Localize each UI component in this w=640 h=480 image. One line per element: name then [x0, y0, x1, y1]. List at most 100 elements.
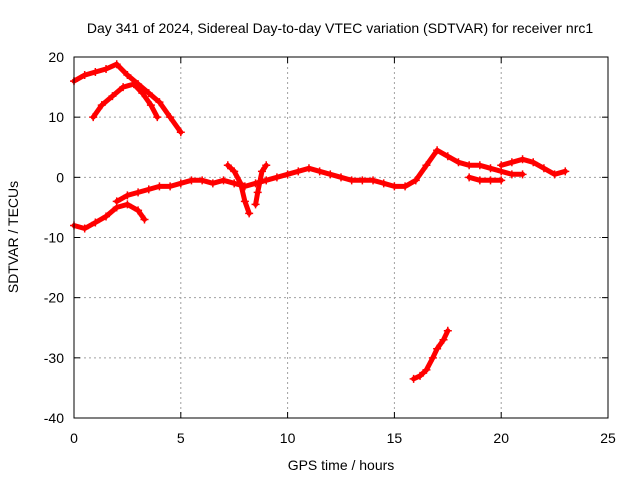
- series-arc-e: [251, 161, 271, 209]
- data-point-marker: [518, 170, 527, 179]
- series-arc-g: [497, 155, 570, 179]
- data-point-marker: [497, 161, 506, 170]
- data-point-marker: [337, 173, 345, 182]
- data-point-marker: [561, 167, 570, 176]
- data-point-marker: [97, 101, 106, 110]
- data-point-marker: [80, 224, 89, 233]
- y-axis-label: SDTVAR / TECUs: [5, 181, 21, 293]
- series-line: [114, 147, 526, 204]
- data-point-marker: [155, 98, 164, 107]
- y-tick-label: -30: [44, 350, 64, 366]
- x-tick-label: 20: [493, 430, 509, 446]
- data-point-marker: [369, 176, 378, 185]
- data-point-marker: [187, 176, 196, 185]
- data-point-marker: [230, 167, 239, 176]
- data-point-marker: [102, 212, 111, 221]
- data-point-marker: [326, 170, 335, 179]
- data-point-marker: [422, 365, 431, 374]
- data-point-marker: [91, 218, 100, 227]
- data-point-marker: [119, 83, 128, 92]
- data-point-marker: [219, 176, 228, 185]
- data-point-marker: [390, 182, 399, 191]
- series-arc-d: [223, 161, 254, 218]
- data-point-marker: [422, 161, 431, 170]
- x-tick-label: 5: [177, 430, 185, 446]
- data-point-marker: [102, 65, 111, 74]
- series-arc-h: [409, 326, 452, 383]
- data-point-marker: [294, 167, 303, 176]
- x-tick-label: 25: [600, 430, 616, 446]
- data-point-marker: [89, 113, 98, 122]
- axis-ticks: 0 5 10 15 20 25 -40 -30 -20 -10 0 10 20: [44, 49, 616, 446]
- data-point-marker: [539, 164, 548, 173]
- data-point-marker: [240, 197, 249, 206]
- series-arc-c: [70, 200, 149, 233]
- data-point-marker: [134, 206, 143, 215]
- data-point-marker: [428, 353, 437, 362]
- data-point-marker: [176, 128, 185, 137]
- y-tick-label: 10: [48, 109, 64, 125]
- data-point-marker: [465, 173, 474, 182]
- data-point-marker: [123, 71, 132, 80]
- data-point-marker: [401, 182, 410, 191]
- data-point-marker: [123, 191, 132, 200]
- data-point-marker: [123, 200, 132, 209]
- data-point-marker: [486, 176, 495, 185]
- data-point-marker: [236, 179, 245, 188]
- data-point-marker: [497, 176, 506, 185]
- series-line: [466, 174, 504, 183]
- data-point-marker: [507, 158, 516, 167]
- series-arc-a: [70, 60, 185, 137]
- data-point-marker: [283, 170, 292, 179]
- data-point-marker: [304, 164, 313, 173]
- series-line: [90, 81, 160, 120]
- data-point-marker: [433, 146, 442, 155]
- data-point-marker: [443, 326, 452, 335]
- data-point-marker: [550, 170, 559, 179]
- y-tick-label: 0: [56, 169, 64, 185]
- data-point-marker: [245, 209, 254, 218]
- data-point-marker: [262, 161, 271, 170]
- data-point-marker: [134, 188, 143, 197]
- y-tick-label: -10: [44, 230, 64, 246]
- data-point-marker: [411, 176, 420, 185]
- data-point-marker: [155, 182, 164, 191]
- data-point-marker: [409, 374, 418, 383]
- series-line: [253, 162, 269, 207]
- data-point-marker: [262, 176, 271, 185]
- data-point-marker: [251, 200, 260, 209]
- series-arc-main: [112, 146, 527, 206]
- data-point-marker: [454, 158, 463, 167]
- data-point-marker: [140, 215, 149, 224]
- y-tick-label: -40: [44, 410, 64, 426]
- data-point-marker: [208, 179, 217, 188]
- series-line: [225, 162, 252, 216]
- data-point-marker: [253, 188, 262, 197]
- data-point-marker: [91, 68, 100, 77]
- data-point-marker: [379, 179, 388, 188]
- series-line: [71, 201, 147, 231]
- data-point-marker: [416, 371, 425, 380]
- chart-title: Day 341 of 2024, Sidereal Day-to-day VTE…: [87, 20, 593, 36]
- series-arc-b: [89, 80, 162, 122]
- data-point-marker: [257, 167, 266, 176]
- y-tick-label: 20: [48, 49, 64, 65]
- data-point-marker: [80, 71, 89, 80]
- data-point-marker: [272, 173, 281, 182]
- data-point-marker: [146, 101, 155, 110]
- x-tick-label: 15: [387, 430, 403, 446]
- data-point-marker: [439, 335, 448, 344]
- data-point-marker: [198, 176, 207, 185]
- data-point-marker: [153, 113, 162, 122]
- data-point-marker: [465, 161, 474, 170]
- data-point-marker: [518, 155, 527, 164]
- data-point-marker: [112, 60, 121, 69]
- data-point-marker: [358, 176, 367, 185]
- data-point-marker: [144, 185, 153, 194]
- data-point-marker: [166, 182, 175, 191]
- plot-frame: [73, 56, 609, 419]
- x-tick-label: 0: [70, 430, 78, 446]
- data-point-marker: [475, 176, 484, 185]
- data-point-marker: [223, 161, 232, 170]
